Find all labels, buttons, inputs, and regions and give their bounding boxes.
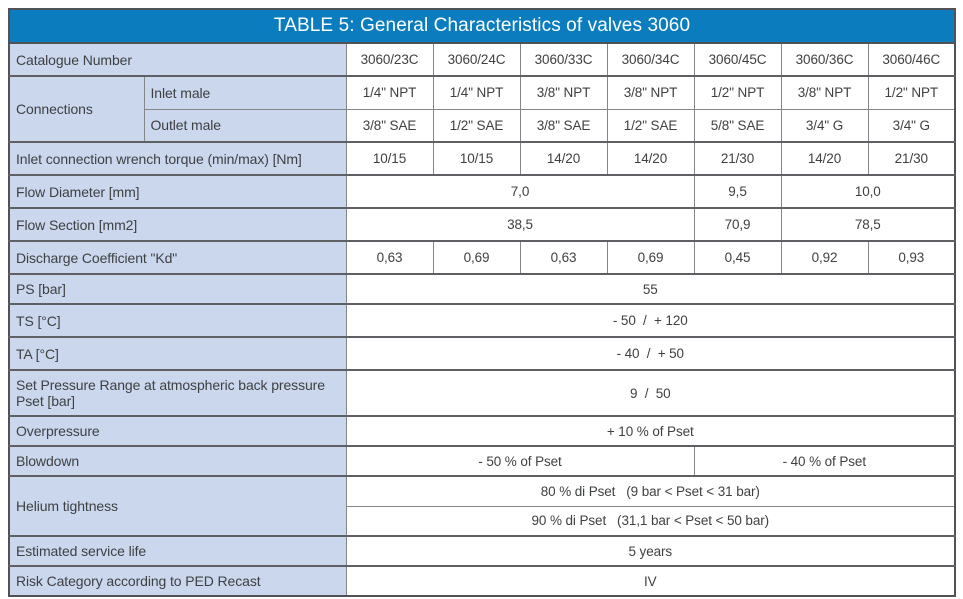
torque-value-cell: 10/15 <box>345 141 434 176</box>
sub-label-outlet-male: Outlet male <box>143 108 347 143</box>
risk-category-value-cell: IV <box>345 565 956 597</box>
flow-section-value-cell: 78,5 <box>780 207 956 242</box>
blowdown-right-value-cell: - 40 % of Pset <box>693 445 956 477</box>
row-label-ts: TS [°C] <box>8 303 347 338</box>
row-label-overpressure: Overpressure <box>8 415 347 447</box>
inlet-value-cell: 1/2" NPT <box>693 75 782 110</box>
ps-value-cell: 55 <box>345 273 956 305</box>
inlet-value-cell: 1/4" NPT <box>345 75 434 110</box>
helium-tightness-row-1: Helium tightness 80 % di Pset (9 bar < P… <box>8 475 956 537</box>
ts-row: TS [°C] - 50 / + 120 <box>8 303 956 338</box>
ts-value-cell: - 50 / + 120 <box>345 303 956 338</box>
set-pressure-row: Set Pressure Range at atmospheric back p… <box>8 369 956 417</box>
helium-value-cell-1: 80 % di Pset (9 bar < Pset < 31 bar) <box>345 475 956 507</box>
title-row: TABLE 5: General Characteristics of valv… <box>8 8 956 44</box>
kd-value-cell: 0,63 <box>345 240 434 275</box>
catalogue-row: Catalogue Number 3060/23C 3060/24C 3060/… <box>8 42 956 77</box>
overpressure-value-cell: + 10 % of Pset <box>345 415 956 447</box>
outlet-value-cell: 3/4" G <box>867 108 956 143</box>
outlet-value-cell: 1/2" SAE <box>432 108 521 143</box>
catalogue-value-cell: 3060/33C <box>519 42 608 77</box>
row-label-blowdown: Blowdown <box>8 445 347 477</box>
flow-diameter-row: Flow Diameter [mm] 7,0 9,5 10,0 <box>8 174 956 209</box>
flow-section-value-cell: 38,5 <box>345 207 695 242</box>
overpressure-row: Overpressure + 10 % of Pset <box>8 415 956 447</box>
row-label-ps: PS [bar] <box>8 273 347 305</box>
torque-value-cell: 21/30 <box>867 141 956 176</box>
inlet-value-cell: 1/4" NPT <box>432 75 521 110</box>
blowdown-left-value-cell: - 50 % of Pset <box>345 445 695 477</box>
blowdown-row: Blowdown - 50 % of Pset - 40 % of Pset <box>8 445 956 477</box>
row-label-wrench-torque: Inlet connection wrench torque (min/max)… <box>8 141 347 176</box>
torque-value-cell: 14/20 <box>780 141 869 176</box>
row-label-catalogue-number: Catalogue Number <box>8 42 347 77</box>
catalogue-value-cell: 3060/45C <box>693 42 782 77</box>
catalogue-value-cell: 3060/24C <box>432 42 521 77</box>
kd-value-cell: 0,63 <box>519 240 608 275</box>
inlet-value-cell: 1/2" NPT <box>867 75 956 110</box>
outlet-value-cell: 3/8" SAE <box>519 108 608 143</box>
row-label-helium-tightness: Helium tightness <box>8 475 347 537</box>
helium-tightness-row-2: 90 % di Pset (31,1 bar < Pset < 50 bar) <box>9 505 956 537</box>
row-label-set-pressure-range: Set Pressure Range at atmospheric back p… <box>8 369 347 417</box>
row-label-discharge-coefficient: Discharge Coefficient "Kd" <box>8 240 347 275</box>
outlet-value-cell: 1/2" SAE <box>606 108 695 143</box>
row-label-connections: Connections <box>8 75 145 143</box>
set-pressure-value-cell: 9 / 50 <box>345 369 956 417</box>
flow-section-value-cell: 70,9 <box>693 207 782 242</box>
catalogue-value-cell: 3060/34C <box>606 42 695 77</box>
sub-label-inlet-male: Inlet male <box>143 75 347 110</box>
table-container: TABLE 5: General Characteristics of valv… <box>8 8 957 597</box>
inlet-value-cell: 3/8" NPT <box>780 75 869 110</box>
flow-diameter-value-cell: 7,0 <box>345 174 695 209</box>
outlet-male-row: Outlet male 3/8" SAE 1/2" SAE 3/8" SAE 1… <box>9 108 956 143</box>
flow-diameter-value-cell: 9,5 <box>693 174 782 209</box>
torque-value-cell: 14/20 <box>519 141 608 176</box>
catalogue-value-cell: 3060/46C <box>867 42 956 77</box>
discharge-coefficient-row: Discharge Coefficient "Kd" 0,63 0,69 0,6… <box>8 240 956 275</box>
torque-value-cell: 21/30 <box>693 141 782 176</box>
kd-value-cell: 0,92 <box>780 240 869 275</box>
ta-value-cell: - 40 / + 50 <box>345 336 956 371</box>
table-title: TABLE 5: General Characteristics of valv… <box>8 8 956 44</box>
outlet-value-cell: 3/8" SAE <box>345 108 434 143</box>
catalogue-value-cell: 3060/23C <box>345 42 434 77</box>
row-label-ta: TA [°C] <box>8 336 347 371</box>
torque-value-cell: 14/20 <box>606 141 695 176</box>
outlet-value-cell: 3/4" G <box>780 108 869 143</box>
row-label-service-life: Estimated service life <box>8 535 347 567</box>
inlet-male-row: Connections Inlet male 1/4" NPT 1/4" NPT… <box>8 75 956 143</box>
wrench-torque-row: Inlet connection wrench torque (min/max)… <box>8 141 956 176</box>
torque-value-cell: 10/15 <box>432 141 521 176</box>
row-label-flow-diameter: Flow Diameter [mm] <box>8 174 347 209</box>
catalogue-value-cell: 3060/36C <box>780 42 869 77</box>
kd-value-cell: 0,69 <box>606 240 695 275</box>
helium-value-cell-2: 90 % di Pset (31,1 bar < Pset < 50 bar) <box>345 505 956 537</box>
service-life-value-cell: 5 years <box>345 535 956 567</box>
row-label-flow-section: Flow Section [mm2] <box>8 207 347 242</box>
outlet-value-cell: 5/8" SAE <box>693 108 782 143</box>
kd-value-cell: 0,93 <box>867 240 956 275</box>
ta-row: TA [°C] - 40 / + 50 <box>8 336 956 371</box>
inlet-value-cell: 3/8" NPT <box>606 75 695 110</box>
flow-diameter-value-cell: 10,0 <box>780 174 956 209</box>
kd-value-cell: 0,45 <box>693 240 782 275</box>
row-label-risk-category: Risk Category according to PED Recast <box>8 565 347 597</box>
flow-section-row: Flow Section [mm2] 38,5 70,9 78,5 <box>8 207 956 242</box>
ps-row: PS [bar] 55 <box>8 273 956 305</box>
service-life-row: Estimated service life 5 years <box>8 535 956 567</box>
valve-characteristics-table: TABLE 5: General Characteristics of valv… <box>8 8 957 597</box>
risk-category-row: Risk Category according to PED Recast IV <box>8 565 956 597</box>
inlet-value-cell: 3/8" NPT <box>519 75 608 110</box>
kd-value-cell: 0,69 <box>432 240 521 275</box>
